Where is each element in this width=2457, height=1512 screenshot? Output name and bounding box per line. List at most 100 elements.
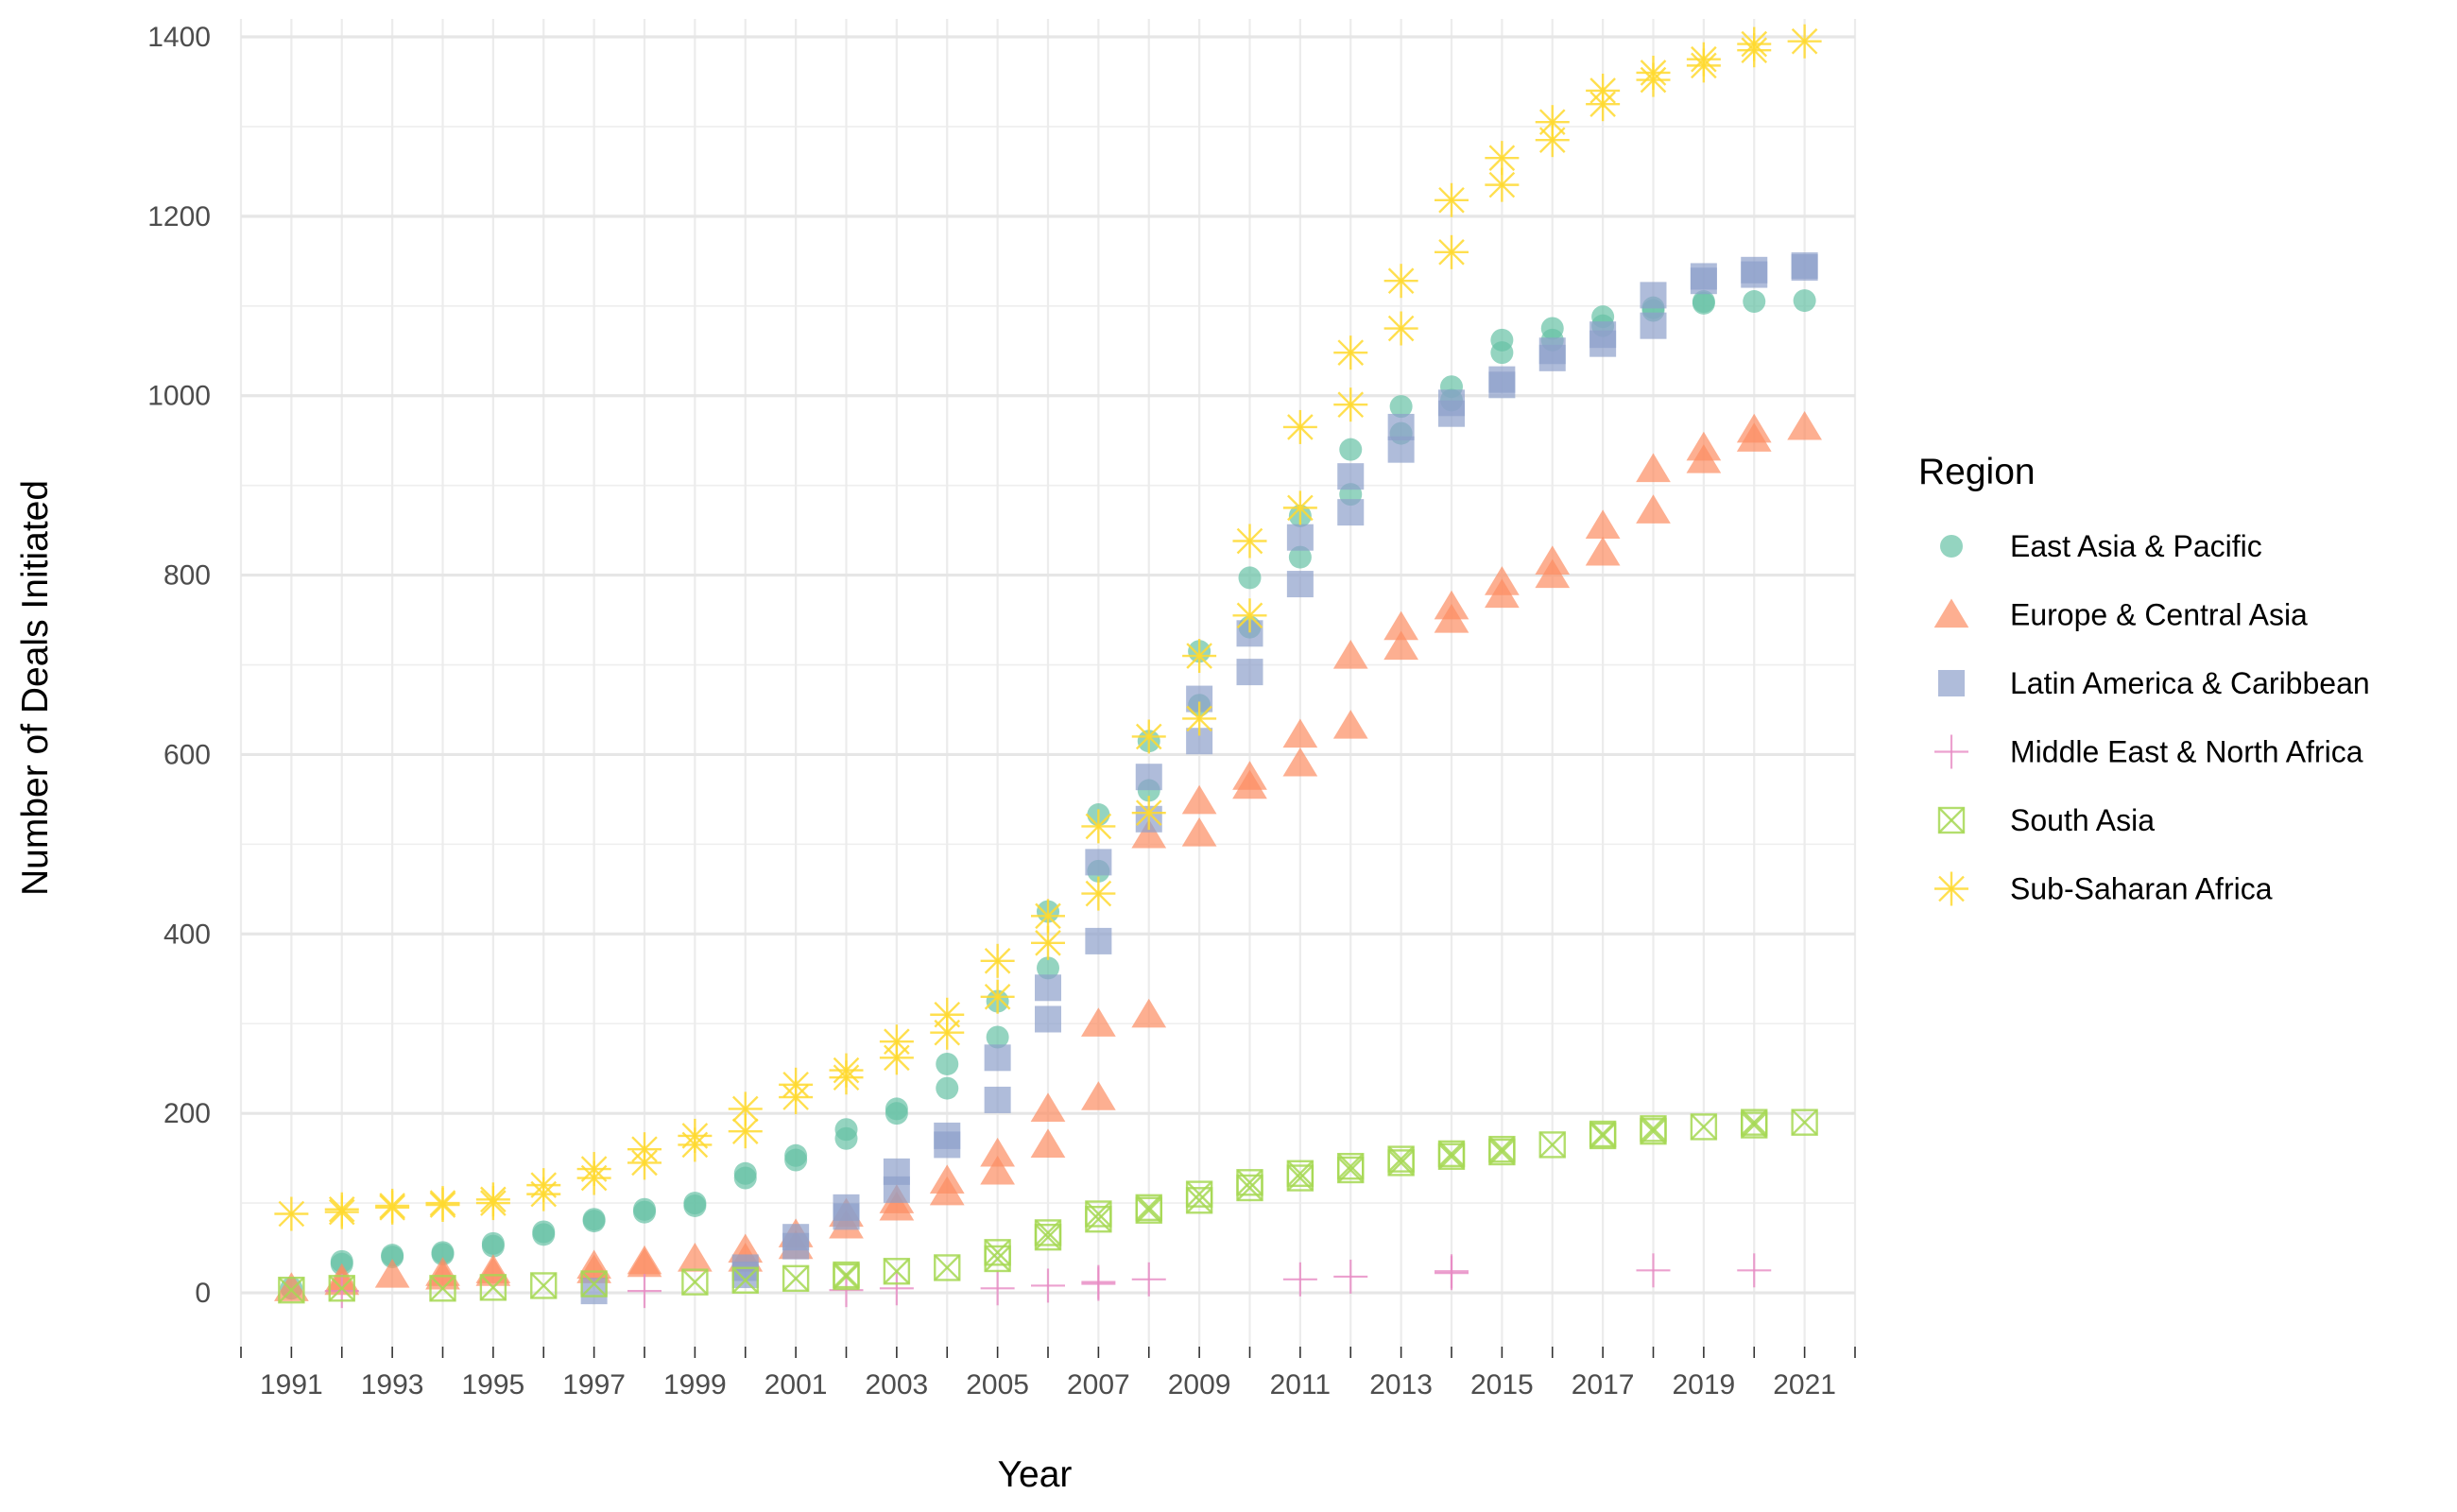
data-point-circle xyxy=(532,1220,556,1244)
data-point-asterisk xyxy=(1031,899,1065,934)
data-point-boxcross xyxy=(1286,1160,1314,1187)
data-point-square xyxy=(1538,337,1566,365)
data-point-triangle xyxy=(627,1245,662,1275)
data-point-asterisk xyxy=(375,1188,410,1223)
legend-label: Sub-Saharan Africa xyxy=(2010,872,2273,906)
data-point-plus xyxy=(1934,734,1968,769)
data-point-asterisk xyxy=(879,1024,914,1059)
data-point-boxcross xyxy=(681,1268,709,1296)
data-point-asterisk xyxy=(1586,73,1621,108)
data-point-circle xyxy=(1793,289,1816,313)
legend-item: Middle East & North Africa xyxy=(1934,734,2363,769)
legend-item: Europe & Central Asia xyxy=(1933,598,2308,632)
data-point-boxcross xyxy=(429,1275,456,1302)
data-point-asterisk xyxy=(1333,335,1368,370)
data-point-asterisk xyxy=(576,1152,611,1187)
data-point-plus xyxy=(1131,1262,1166,1297)
data-point-triangle xyxy=(1332,710,1368,739)
x-tick-label: 1997 xyxy=(562,1369,626,1400)
data-point-circle xyxy=(1389,395,1413,419)
data-point-asterisk xyxy=(779,1067,814,1102)
data-point-square xyxy=(1085,849,1112,876)
data-point-asterisk xyxy=(324,1192,359,1227)
data-point-square xyxy=(1387,413,1415,440)
data-point-asterisk xyxy=(980,943,1015,978)
data-point-asterisk xyxy=(1333,387,1368,422)
data-point-asterisk xyxy=(728,1091,763,1126)
data-point-asterisk xyxy=(1131,796,1166,831)
x-tick-label: 2021 xyxy=(1773,1369,1836,1400)
data-point-circle xyxy=(1238,566,1262,590)
data-point-circle xyxy=(784,1143,808,1167)
y-tick-label: 400 xyxy=(163,919,211,950)
data-point-asterisk xyxy=(1182,701,1217,736)
y-tick-label: 200 xyxy=(163,1098,211,1129)
data-point-triangle xyxy=(1282,747,1318,777)
y-tick-label: 1000 xyxy=(147,381,211,412)
data-point-asterisk xyxy=(1934,871,1968,906)
data-point-asterisk xyxy=(1131,719,1166,754)
y-axis-title: Number of Deals Initiated xyxy=(15,480,56,896)
data-point-square xyxy=(1337,463,1365,490)
data-point-asterisk xyxy=(1232,598,1267,633)
data-point-boxcross xyxy=(278,1276,305,1304)
data-point-triangle xyxy=(1636,494,1671,524)
data-point-triangle xyxy=(1933,598,1969,628)
x-tick-label: 2015 xyxy=(1470,1369,1534,1400)
data-point-triangle xyxy=(1787,410,1822,440)
legend-label: East Asia & Pacific xyxy=(2010,529,2262,563)
series-boxcross xyxy=(278,1108,1818,1304)
data-point-square xyxy=(1286,524,1314,551)
data-point-asterisk xyxy=(1787,24,1822,59)
data-point-circle xyxy=(986,1025,1009,1049)
data-point-boxcross xyxy=(984,1239,1011,1266)
y-tick-label: 600 xyxy=(163,739,211,770)
data-point-circle xyxy=(481,1231,505,1255)
data-point-square xyxy=(1640,312,1667,339)
x-tick-label: 2011 xyxy=(1270,1369,1332,1400)
data-point-triangle xyxy=(1535,545,1571,575)
data-point-asterisk xyxy=(1737,26,1772,61)
x-tick-label: 2007 xyxy=(1067,1369,1130,1400)
data-point-boxcross xyxy=(1538,1131,1566,1159)
data-point-asterisk xyxy=(1232,524,1267,558)
data-point-boxcross xyxy=(1937,806,1966,834)
data-point-square xyxy=(1438,389,1465,417)
data-point-boxcross xyxy=(1640,1115,1667,1143)
data-point-asterisk xyxy=(980,979,1015,1014)
data-point-triangle xyxy=(274,1272,309,1301)
data-point-triangle xyxy=(980,1137,1015,1167)
data-point-boxcross xyxy=(1185,1180,1213,1208)
x-tick-label: 2019 xyxy=(1673,1369,1736,1400)
data-point-asterisk xyxy=(1383,311,1418,346)
data-point-plus xyxy=(627,1274,662,1309)
data-point-triangle xyxy=(1585,536,1621,566)
data-point-square xyxy=(1135,764,1162,791)
data-point-plus xyxy=(829,1273,864,1308)
data-point-circle xyxy=(936,1052,959,1075)
data-point-triangle xyxy=(678,1242,713,1272)
data-point-circle xyxy=(1940,535,1963,558)
data-point-circle xyxy=(1490,328,1514,352)
data-point-square xyxy=(1337,499,1365,526)
legend-item: South Asia xyxy=(1937,803,2155,837)
data-point-triangle xyxy=(1232,761,1267,790)
data-point-boxcross xyxy=(1135,1194,1162,1222)
legend-item: East Asia & Pacific xyxy=(1940,529,2262,563)
data-point-asterisk xyxy=(829,1053,864,1088)
data-point-asterisk xyxy=(1535,105,1570,140)
legend-label: South Asia xyxy=(2010,803,2155,837)
data-point-boxcross xyxy=(1085,1200,1112,1228)
data-point-asterisk xyxy=(1485,141,1520,176)
data-point-boxcross xyxy=(883,1258,911,1285)
data-point-asterisk xyxy=(1383,264,1418,299)
data-point-circle xyxy=(431,1243,455,1266)
data-point-square xyxy=(984,1086,1011,1113)
data-point-triangle xyxy=(1181,816,1217,847)
data-point-triangle xyxy=(1686,431,1722,461)
data-point-circle xyxy=(1540,317,1564,340)
data-point-plus xyxy=(1282,1262,1317,1297)
data-point-triangle xyxy=(1485,566,1520,595)
data-point-asterisk xyxy=(1636,55,1671,90)
